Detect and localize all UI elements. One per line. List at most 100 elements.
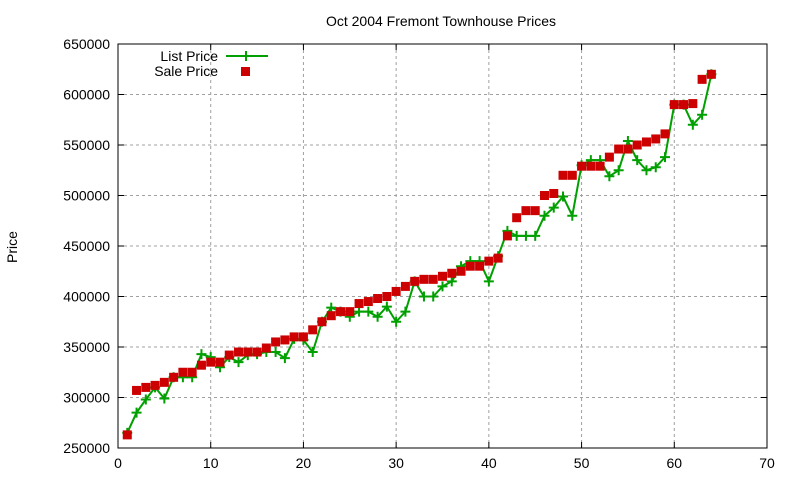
list-price-point bbox=[511, 230, 522, 241]
sale-price-point bbox=[632, 140, 642, 150]
sale-price-point bbox=[549, 188, 559, 198]
sale-price-point bbox=[614, 144, 624, 154]
sale-price-point bbox=[558, 170, 568, 180]
sale-price-point bbox=[252, 347, 262, 357]
sale-price-point bbox=[178, 367, 188, 377]
list-price-point bbox=[428, 291, 439, 302]
sale-price-point bbox=[697, 74, 707, 84]
y-tick-label: 400000 bbox=[63, 289, 110, 305]
sale-price-point bbox=[169, 372, 179, 382]
list-price-point bbox=[381, 301, 392, 312]
sale-price-point bbox=[373, 294, 383, 304]
sale-price-point bbox=[326, 311, 336, 321]
y-tick-label: 550000 bbox=[63, 137, 110, 153]
list-price-point bbox=[437, 281, 448, 292]
sale-price-point bbox=[206, 357, 216, 367]
sale-price-point bbox=[410, 276, 420, 286]
list-price-point bbox=[530, 230, 541, 241]
list-price-point bbox=[233, 357, 244, 368]
x-tick-label: 70 bbox=[759, 455, 775, 471]
sale-price-point bbox=[280, 335, 290, 345]
sale-price-point bbox=[493, 253, 503, 263]
x-tick-label: 10 bbox=[203, 455, 219, 471]
list-price-point bbox=[354, 306, 365, 317]
list-price-point bbox=[159, 393, 170, 404]
list-price-point bbox=[558, 191, 569, 202]
list-price-point bbox=[270, 347, 281, 358]
sale-price-point bbox=[215, 357, 225, 367]
sale-price-point bbox=[391, 286, 401, 296]
sale-price-point bbox=[512, 213, 522, 223]
sale-price-point bbox=[345, 307, 355, 317]
legend: List Price Sale Price bbox=[154, 48, 268, 79]
sale-price-point bbox=[577, 161, 587, 171]
sale-price-point bbox=[261, 343, 271, 353]
y-tick-label: 250000 bbox=[63, 440, 110, 456]
legend-square-marker bbox=[241, 67, 250, 76]
axis-ticks: 0 10 20 30 40 50 60 70 250000 300000 350000 400000 4… bbox=[63, 36, 775, 471]
legend-plus-marker bbox=[241, 51, 251, 61]
sale-price-point bbox=[475, 261, 485, 271]
sale-price-point bbox=[456, 266, 466, 276]
list-price-point bbox=[391, 316, 402, 327]
list-price-point bbox=[372, 311, 383, 322]
x-tick-label: 30 bbox=[388, 455, 404, 471]
sale-price-point bbox=[132, 385, 142, 395]
sale-price-point bbox=[447, 268, 457, 278]
sale-price-point bbox=[502, 231, 512, 241]
y-tick-label: 500000 bbox=[63, 188, 110, 204]
list-price-point bbox=[400, 306, 411, 317]
sale-price-point bbox=[317, 317, 327, 327]
list-price-point bbox=[196, 349, 207, 360]
data-marks bbox=[122, 69, 717, 440]
legend-label-list-price: List Price bbox=[160, 48, 218, 64]
sale-price-point bbox=[465, 261, 475, 271]
chart-title: Oct 2004 Fremont Townhouse Prices bbox=[326, 13, 556, 29]
sale-price-point bbox=[595, 161, 605, 171]
sale-price-point bbox=[271, 337, 281, 347]
sale-price-point bbox=[669, 100, 679, 110]
sale-price-point bbox=[224, 350, 234, 360]
sale-price-point bbox=[289, 332, 299, 342]
list-price-point bbox=[697, 109, 708, 120]
grid bbox=[118, 44, 767, 448]
x-tick-label: 20 bbox=[296, 455, 312, 471]
sale-price-point bbox=[641, 137, 651, 147]
sale-price-point bbox=[521, 206, 531, 216]
list-price-point bbox=[567, 210, 578, 221]
sale-price-point bbox=[419, 274, 429, 284]
y-tick-label: 600000 bbox=[63, 87, 110, 103]
sale-price-point bbox=[651, 134, 661, 144]
sale-price-point bbox=[688, 99, 698, 109]
sale-price-point bbox=[234, 347, 244, 357]
list-price-point bbox=[483, 276, 494, 287]
list-price-line bbox=[126, 74, 713, 434]
list-price-point bbox=[650, 162, 661, 173]
sale-price-point bbox=[243, 347, 253, 357]
list-price-point bbox=[418, 291, 429, 302]
sale-price-point bbox=[336, 307, 346, 317]
sale-price-point bbox=[604, 152, 614, 162]
list-price-point bbox=[363, 306, 374, 317]
sale-price-point bbox=[354, 299, 364, 309]
list-price-point bbox=[660, 152, 671, 163]
sale-price-point bbox=[159, 377, 169, 387]
sale-price-point bbox=[187, 367, 197, 377]
list-price-point bbox=[326, 302, 337, 313]
sale-price-point bbox=[428, 274, 438, 284]
list-price-point bbox=[131, 407, 142, 418]
sale-price-point bbox=[298, 332, 308, 342]
sale-price-point bbox=[150, 380, 160, 390]
list-price-point bbox=[446, 276, 457, 287]
list-price-point bbox=[539, 210, 550, 221]
sale-price-point bbox=[706, 69, 716, 79]
sale-price-point bbox=[141, 382, 151, 392]
sale-price-point bbox=[400, 281, 410, 291]
y-tick-label: 300000 bbox=[63, 390, 110, 406]
y-tick-label: 450000 bbox=[63, 238, 110, 254]
list-price-point bbox=[520, 230, 531, 241]
list-price-point bbox=[687, 119, 698, 130]
sale-price-point bbox=[530, 206, 540, 216]
y-tick-label: 350000 bbox=[63, 339, 110, 355]
sale-price-point bbox=[567, 170, 577, 180]
